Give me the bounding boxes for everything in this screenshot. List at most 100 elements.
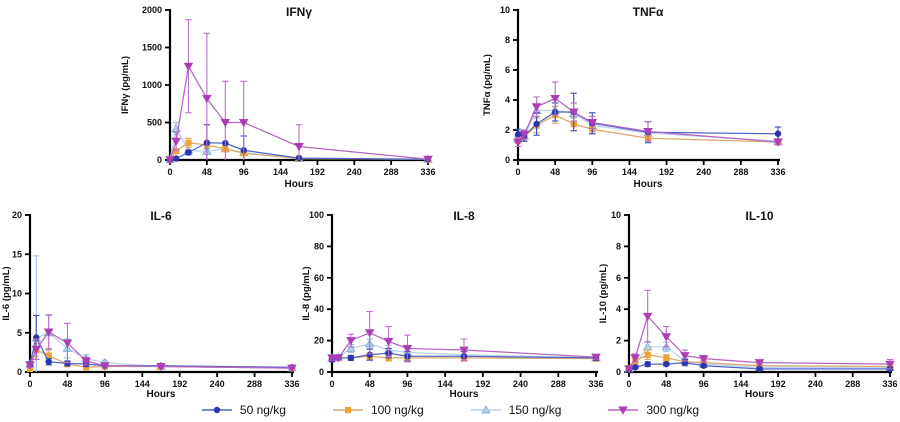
- y-tick-label: 4: [616, 304, 621, 314]
- y-tick-label: 0: [319, 367, 324, 377]
- x-tick-label: 0: [167, 167, 172, 177]
- y-tick-label: 80: [314, 241, 324, 251]
- y-tick-label: 5: [17, 328, 22, 338]
- x-tick-label: 240: [696, 167, 711, 177]
- x-tick-label: 288: [247, 379, 262, 389]
- y-tick-label: 100: [309, 210, 324, 220]
- chart-il8: 0 20 40 60 80 100 0 48 96 144 192 240 288 336 IL-8 IL-8…: [301, 209, 604, 400]
- x-tick-label: 336: [284, 379, 299, 389]
- y-tick-label: 6: [616, 273, 621, 283]
- y-tick-label: 0: [616, 367, 621, 377]
- x-tick-label: 240: [808, 379, 823, 389]
- y-tick-label: 40: [314, 304, 324, 314]
- x-tick-label: 288: [733, 167, 748, 177]
- chart-il6: 0 5 10 15 20 0 48 96 144 192 240 288 336 IL-6 IL-6 (pg…: [1, 209, 300, 400]
- y-axis-label: IL-8 (pg/mL): [301, 266, 312, 320]
- x-axis-label: Hours: [745, 389, 774, 400]
- y-tick-label: 500: [147, 118, 162, 128]
- panel-il8: 0 20 40 60 80 100 0 48 96 144 192 240 288 336 IL-8 IL-8…: [298, 200, 610, 400]
- y-tick-label: 4: [505, 95, 510, 105]
- chart-ifng: 0 500 1000 1500 2000 0 48 96 144 192 240 288 336 IFNγ…: [120, 5, 436, 190]
- y-tick-label: 10: [500, 5, 510, 15]
- x-tick-label: 336: [588, 379, 603, 389]
- legend: 50 ng/kg 100 ng/kg 150 ng/kg 300 ng/kg: [0, 399, 900, 421]
- chart-title: TNFα: [633, 5, 664, 19]
- legend-item-300ngkg: 300 ng/kg: [607, 403, 699, 417]
- chart-title: IL-10: [745, 209, 773, 223]
- panel-tnfa: 0 2 4 6 8 10 0 48 96 144 192 240 288 336 TNFα TNFα (pg/…: [460, 0, 900, 200]
- x-tick-label: 0: [626, 379, 631, 389]
- y-tick-label: 2000: [142, 5, 162, 15]
- chart-title: IFNγ: [286, 5, 312, 19]
- x-tick-label: 192: [659, 167, 674, 177]
- x-tick-label: 96: [699, 379, 709, 389]
- x-tick-label: 336: [420, 167, 435, 177]
- x-tick-label: 48: [550, 167, 560, 177]
- x-axis-label: Hours: [450, 389, 479, 400]
- x-tick-label: 0: [515, 167, 520, 177]
- x-tick-label: 96: [100, 379, 110, 389]
- y-tick-label: 10: [12, 289, 22, 299]
- x-tick-label: 240: [347, 167, 362, 177]
- x-tick-label: 0: [27, 379, 32, 389]
- y-tick-label: 20: [12, 210, 22, 220]
- y-tick-label: 8: [616, 241, 621, 251]
- x-tick-label: 192: [771, 379, 786, 389]
- legend-label: 100 ng/kg: [370, 403, 424, 417]
- x-tick-label: 144: [622, 167, 637, 177]
- legend-marker-triangle-down-icon: [608, 406, 639, 415]
- y-tick-label: 20: [314, 336, 324, 346]
- legend-marker-triangle-up-icon: [470, 405, 501, 414]
- x-tick-label: 144: [273, 167, 288, 177]
- x-tick-label: 240: [513, 379, 528, 389]
- y-tick-label: 15: [12, 249, 22, 259]
- x-tick-label: 144: [438, 379, 453, 389]
- x-tick-label: 48: [62, 379, 72, 389]
- y-tick-label: 60: [314, 273, 324, 283]
- legend-item-100ngkg: 100 ng/kg: [332, 403, 424, 417]
- legend-label: 150 ng/kg: [508, 403, 562, 417]
- x-tick-label: 240: [210, 379, 225, 389]
- panel-il10: 0 2 4 6 8 10 0 48 96 144 192 240 288 336 IL-10 IL-10 (p…: [595, 200, 900, 400]
- x-tick-label: 192: [172, 379, 187, 389]
- x-tick-label: 336: [882, 379, 897, 389]
- chart-il10: 0 2 4 6 8 10 0 48 96 144 192 240 288 336 IL-10 IL-10 (p…: [598, 209, 898, 400]
- y-tick-label: 1000: [142, 80, 162, 90]
- x-tick-label: 192: [310, 167, 325, 177]
- legend-item-50ngkg: 50 ng/kg: [201, 403, 286, 417]
- x-tick-label: 48: [365, 379, 375, 389]
- y-tick-label: 2: [505, 125, 510, 135]
- x-axis-label: Hours: [147, 389, 176, 400]
- y-tick-label: 0: [505, 155, 510, 165]
- y-tick-label: 6: [505, 65, 510, 75]
- x-tick-label: 288: [845, 379, 860, 389]
- y-tick-label: 2: [616, 336, 621, 346]
- x-tick-label: 96: [239, 167, 249, 177]
- x-tick-label: 288: [384, 167, 399, 177]
- x-tick-label: 96: [587, 167, 597, 177]
- y-axis-label: IFNγ (pg/mL): [120, 56, 131, 114]
- y-axis-label: TNFα (pg/mL): [482, 54, 493, 116]
- panel-ifng: 0 500 1000 1500 2000 0 48 96 144 192 240 288 336 IFNγ…: [60, 0, 460, 200]
- x-tick-label: 96: [402, 379, 412, 389]
- x-tick-label: 48: [202, 167, 212, 177]
- y-axis-label: IL-6 (pg/mL): [1, 266, 12, 320]
- legend-label: 50 ng/kg: [239, 403, 286, 417]
- chart-tnfa: 0 2 4 6 8 10 0 48 96 144 192 240 288 336 TNFα TNFα (pg/…: [482, 5, 786, 190]
- legend-marker-circle-icon: [201, 406, 232, 414]
- y-tick-label: 0: [157, 155, 162, 165]
- x-tick-label: 144: [135, 379, 150, 389]
- y-axis-label: IL-10 (pg/mL): [598, 264, 609, 324]
- y-tick-label: 8: [505, 35, 510, 45]
- x-axis-label: Hours: [285, 179, 314, 190]
- x-tick-label: 192: [475, 379, 490, 389]
- chart-title: IL-8: [453, 209, 475, 223]
- legend-label: 300 ng/kg: [646, 403, 700, 417]
- x-tick-label: 288: [551, 379, 566, 389]
- legend-item-150ngkg: 150 ng/kg: [470, 403, 562, 417]
- x-tick-label: 0: [329, 379, 334, 389]
- x-axis-label: Hours: [634, 179, 663, 190]
- x-tick-label: 144: [733, 379, 748, 389]
- y-tick-label: 1500: [142, 43, 162, 53]
